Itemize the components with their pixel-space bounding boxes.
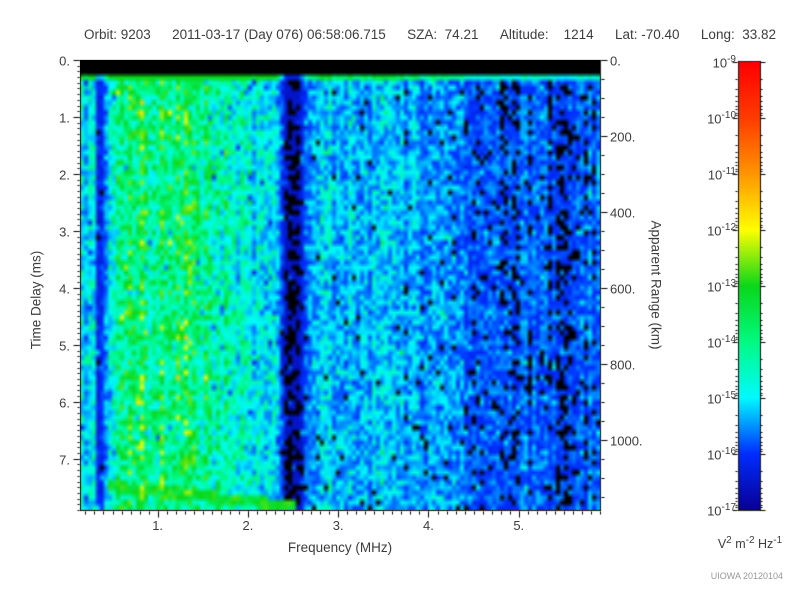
y-tick-label: 5. <box>59 338 70 354</box>
y2-axis-title: Apparent Range (km) <box>648 220 664 350</box>
units-text: V <box>717 537 727 551</box>
colorbar <box>739 62 760 510</box>
colorbar-tick-label: 10-12 <box>707 222 736 239</box>
colorbar-tick-label: 10-17 <box>707 502 736 519</box>
y-tick-label: 0. <box>59 53 70 69</box>
x-axis-title: Frequency (MHz) <box>287 540 393 555</box>
header-latitude: Lat: -70.40 <box>615 27 680 42</box>
y-tick-label: 3. <box>59 224 70 240</box>
header-longitude: Long: 33.82 <box>700 27 776 42</box>
spectrogram-plot <box>80 60 600 510</box>
units-text: Hz <box>754 537 774 551</box>
x-tick-label: 2. <box>242 518 254 533</box>
colorbar-tick-label: 10-15 <box>707 390 736 407</box>
y-tick-label: 2. <box>59 167 70 183</box>
units-exponent: -1 <box>773 534 783 546</box>
colorbar-tick-label: 10-13 <box>707 278 736 295</box>
header-altitude: Altitude: 1214 <box>499 27 594 42</box>
colorbar-tick-label: 10-16 <box>707 446 736 463</box>
x-tick-label: 5. <box>513 518 525 533</box>
y-tick-label: 1. <box>59 110 70 126</box>
x-tick-label: 4. <box>423 518 434 533</box>
y2-tick-label: 0. <box>610 53 621 69</box>
x-tick-label: 1. <box>152 518 164 533</box>
y-tick-label: 7. <box>59 452 70 468</box>
colorbar-tick-label: 10-9 <box>712 54 736 71</box>
y2-tick-label: 800. <box>610 357 636 373</box>
y-tick-label: 4. <box>59 281 70 297</box>
header-orbit: Orbit: 9203 <box>84 27 151 42</box>
y-axis-title: Time Delay (ms) <box>28 250 44 350</box>
y2-tick-label: 600. <box>610 281 636 297</box>
x-tick-label: 3. <box>332 518 344 533</box>
header-datetime: 2011-03-17 (Day 076) 06:58:06.715 <box>172 27 386 42</box>
units-exponent: 2 <box>726 534 732 546</box>
y-tick-label: 6. <box>59 395 70 411</box>
header-sza: SZA: 74.21 <box>407 27 479 42</box>
colorbar-tick-label: 10-11 <box>707 166 736 183</box>
colorbar-tick-label: 10-14 <box>707 334 736 351</box>
units-exponent: -2 <box>745 534 755 546</box>
watermark: UIOWA 20120104 <box>710 571 783 581</box>
colorbar-units-label: V2 m-2 Hz-1 <box>717 534 783 551</box>
y2-tick-label: 1000. <box>610 433 643 449</box>
y2-tick-label: 200. <box>610 129 636 145</box>
colorbar-tick-label: 10-10 <box>707 110 736 127</box>
header-info: Orbit: 9203 2011-03-17 (Day 076) 06:58:0… <box>84 27 776 42</box>
y2-tick-label: 400. <box>610 205 636 221</box>
units-text: m <box>731 537 746 551</box>
